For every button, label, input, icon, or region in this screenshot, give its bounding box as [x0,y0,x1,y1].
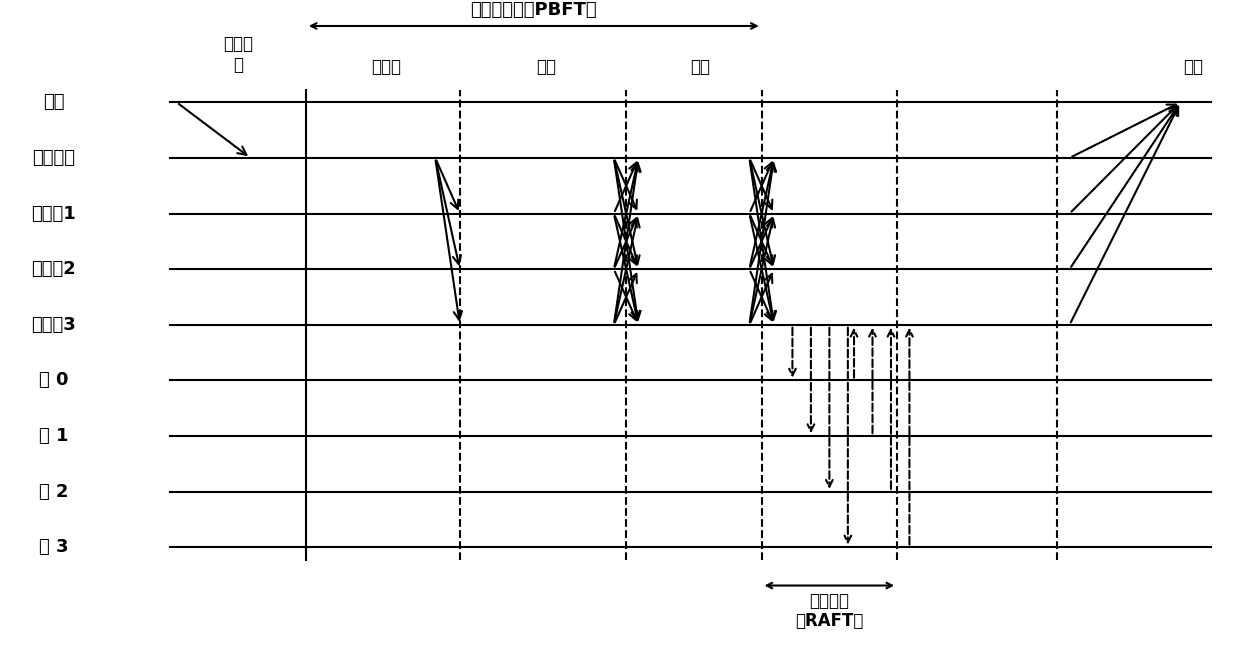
Text: 组 2: 组 2 [38,483,68,501]
Text: 组 0: 组 0 [38,372,68,390]
Text: 回复: 回复 [1183,59,1203,77]
Text: 组 3: 组 3 [38,538,68,556]
Text: 请求信
息: 请求信 息 [223,35,253,74]
Text: 准备: 准备 [536,59,556,77]
Text: 客户: 客户 [42,93,64,111]
Text: 委员会共识（PBFT）: 委员会共识（PBFT） [470,1,598,19]
Text: 组内共识
（RAFT）: 组内共识 （RAFT） [795,591,863,630]
Text: 记账人3: 记账人3 [31,316,76,334]
Text: 预准备: 预准备 [371,59,401,77]
Text: 主记账人: 主记账人 [32,149,74,167]
Text: 确认: 确认 [689,59,711,77]
Text: 组 1: 组 1 [38,427,68,445]
Text: 记账人2: 记账人2 [31,260,76,278]
Text: 记账人1: 记账人1 [31,204,76,222]
